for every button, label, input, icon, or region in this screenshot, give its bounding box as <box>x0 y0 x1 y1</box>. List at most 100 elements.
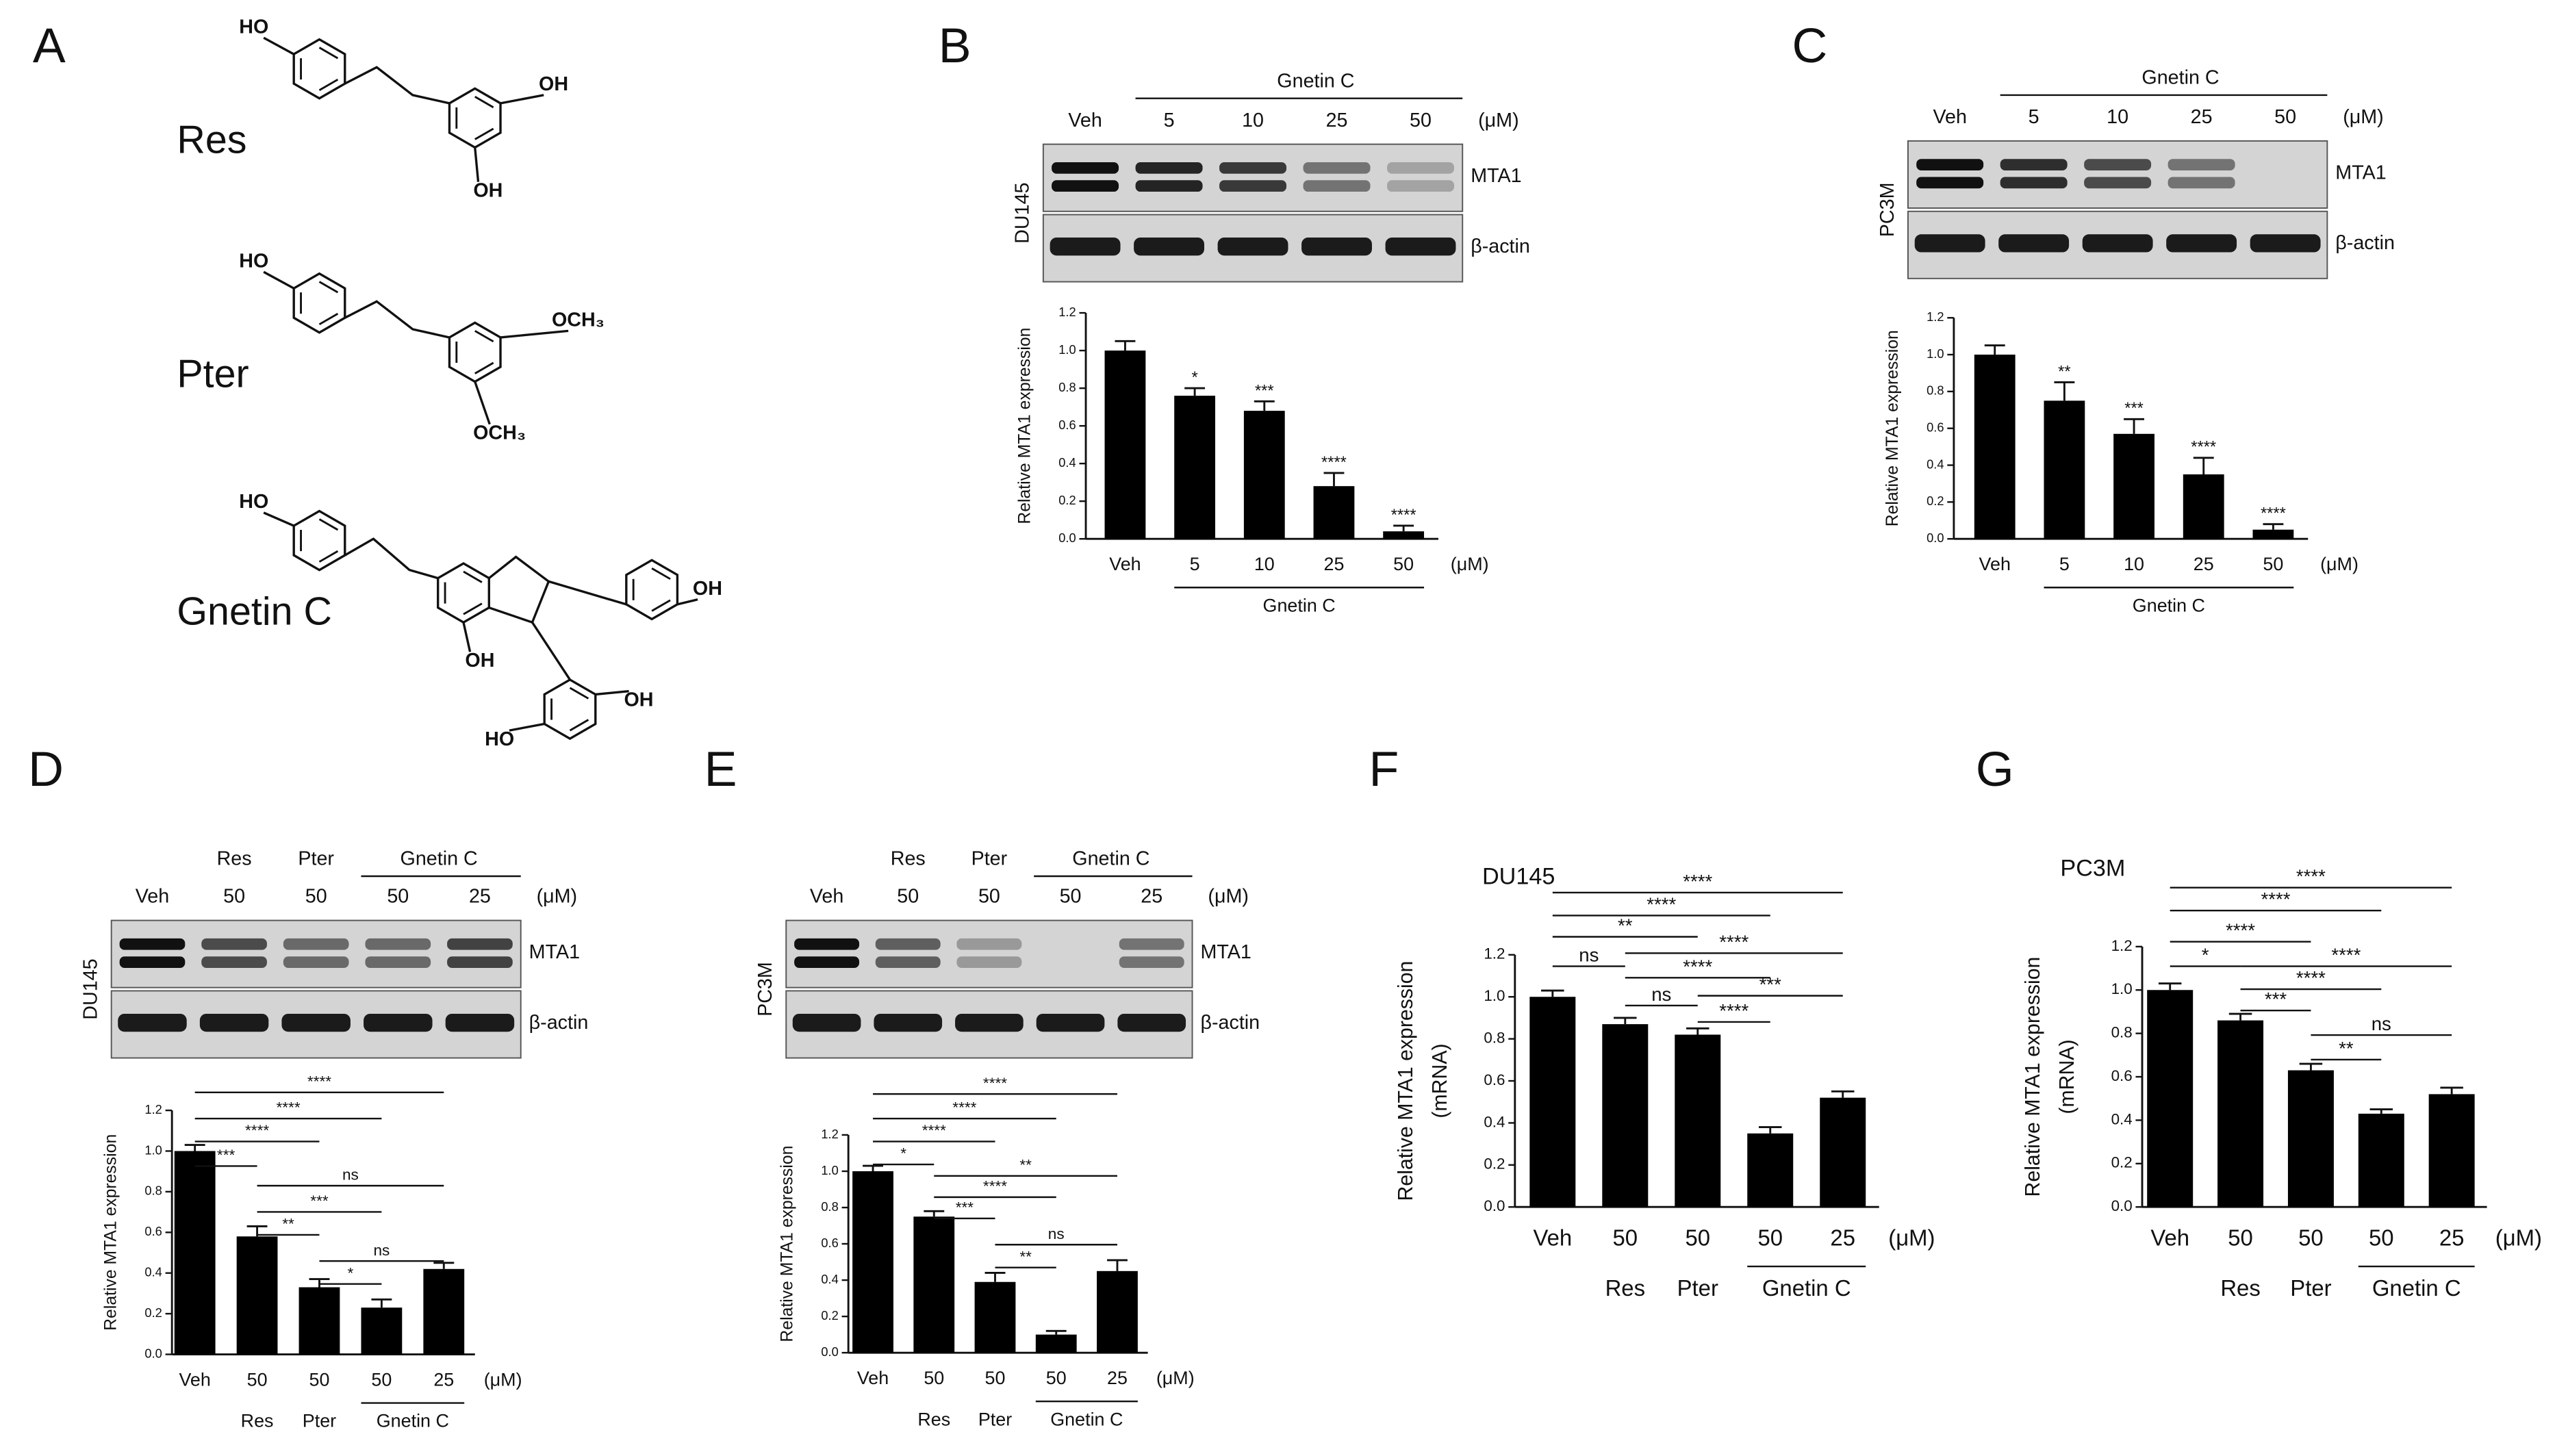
band <box>2000 159 2068 170</box>
group-label: Gnetin C <box>377 1411 449 1431</box>
functional-group: OH <box>465 650 494 672</box>
treatment-label: Res <box>891 848 926 870</box>
group-label: Gnetin C <box>1050 1409 1123 1429</box>
ring-double-bond <box>463 570 483 583</box>
panel-label: G <box>1976 742 2014 797</box>
comparison-label: ** <box>1019 1156 1032 1173</box>
bar <box>852 1171 893 1353</box>
bar <box>1174 396 1216 539</box>
band <box>2167 159 2235 170</box>
functional-group: OCH₃ <box>552 309 605 331</box>
lane-label: Veh <box>1933 106 1966 128</box>
significance-label: ** <box>2058 363 2070 381</box>
lane-label: Veh <box>136 886 169 908</box>
functional-group: OH <box>539 73 568 95</box>
x-tick-label: 50 <box>1613 1225 1638 1250</box>
y-tick-label: 1.2 <box>821 1127 838 1141</box>
band <box>1219 180 1287 192</box>
blot-strip <box>1907 140 2328 209</box>
treatment-label: Pter <box>298 848 334 870</box>
ring-double-bond <box>318 78 339 91</box>
significance-label: **** <box>2261 505 2286 523</box>
ring-double-bond <box>569 687 589 700</box>
lane-label: 25 <box>1141 886 1162 908</box>
lane-label: 10 <box>2107 106 2128 128</box>
y-tick-label: 0.6 <box>2111 1067 2133 1084</box>
band <box>956 938 1022 950</box>
band-label: MTA1 <box>1200 941 1251 963</box>
band <box>445 1013 515 1032</box>
lane-label: 50 <box>978 886 1000 908</box>
functional-group: HO <box>485 728 514 750</box>
lane-label: 25 <box>2191 106 2213 128</box>
y-tick-label: 0.2 <box>1058 493 1076 507</box>
y-tick-label: 0.8 <box>1927 383 1944 398</box>
comparison-label: **** <box>952 1099 976 1116</box>
group-label: Gnetin C <box>1263 595 1336 615</box>
band <box>1387 162 1455 174</box>
band <box>119 956 186 968</box>
unit-label: (μM) <box>2495 1225 2542 1250</box>
lane-label: 50 <box>387 886 409 908</box>
bar <box>2217 1020 2264 1208</box>
group-label: Pter <box>978 1409 1012 1429</box>
unit-label: (μM) <box>1451 554 1489 574</box>
comparison-label: **** <box>276 1099 300 1116</box>
y-tick-label: 1.2 <box>144 1102 162 1116</box>
comparison-label: ** <box>282 1216 294 1233</box>
panel-label: A <box>33 18 66 73</box>
bar <box>2147 990 2194 1208</box>
band <box>1219 162 1287 174</box>
bond <box>500 94 544 105</box>
unit-label: (μM) <box>1888 1225 1935 1250</box>
bond <box>344 300 450 339</box>
lane-label: Veh <box>1068 110 1102 131</box>
band <box>874 1013 943 1032</box>
bar <box>1313 486 1355 539</box>
compound-name: Res <box>177 118 246 162</box>
cell-line-label: PC3M <box>1877 183 1898 238</box>
y-tick-label: 1.2 <box>1484 945 1505 962</box>
y-tick-label: 1.2 <box>1058 305 1076 319</box>
lane-label: 50 <box>1410 110 1432 131</box>
x-tick-label: 10 <box>2124 554 2144 574</box>
comparison-label: *** <box>2265 988 2287 1010</box>
x-tick-label: 50 <box>924 1368 944 1388</box>
y-tick-label: 0.2 <box>2111 1154 2133 1171</box>
comparison-label: **** <box>983 1075 1007 1092</box>
band <box>365 956 431 968</box>
y-tick-label: 0.8 <box>1058 380 1076 394</box>
ring-double-bond <box>318 281 339 294</box>
ring-double-bond <box>651 567 671 580</box>
group-label: Res <box>2220 1275 2260 1301</box>
band <box>447 956 513 968</box>
x-tick-label: 25 <box>1323 554 1344 574</box>
unit-label: (μM) <box>1156 1368 1195 1388</box>
band <box>1135 162 1203 174</box>
band <box>2166 234 2237 253</box>
significance-label: **** <box>1391 507 1416 524</box>
comparison-label: **** <box>1719 931 1749 952</box>
bar <box>2183 474 2224 539</box>
comparison-label: **** <box>922 1122 946 1139</box>
band <box>118 1013 187 1032</box>
comparison-label: ns <box>1048 1225 1065 1242</box>
comparison-label: **** <box>2226 920 2255 941</box>
y-axis-label: Relative MTA1 expression <box>101 1134 120 1331</box>
unit-label: (μM) <box>2320 554 2359 574</box>
comparison-label: ** <box>2339 1038 2354 1059</box>
unit-label: (μM) <box>1478 110 1519 131</box>
band-label: MTA1 <box>2335 162 2386 183</box>
comparison-label: *** <box>956 1199 974 1216</box>
y-tick-label: 0.4 <box>2111 1110 2133 1127</box>
x-tick-label: 25 <box>433 1369 454 1390</box>
lane-label: 50 <box>305 886 327 908</box>
comparison-label: **** <box>983 1177 1007 1195</box>
y-axis-label: Relative MTA1 expression <box>1015 328 1034 524</box>
y-tick-label: 0.2 <box>821 1308 838 1323</box>
x-tick-label: 50 <box>1393 554 1414 574</box>
band <box>1916 159 1984 170</box>
comparison-label: * <box>348 1264 354 1281</box>
group-label: Pter <box>1677 1275 1718 1301</box>
